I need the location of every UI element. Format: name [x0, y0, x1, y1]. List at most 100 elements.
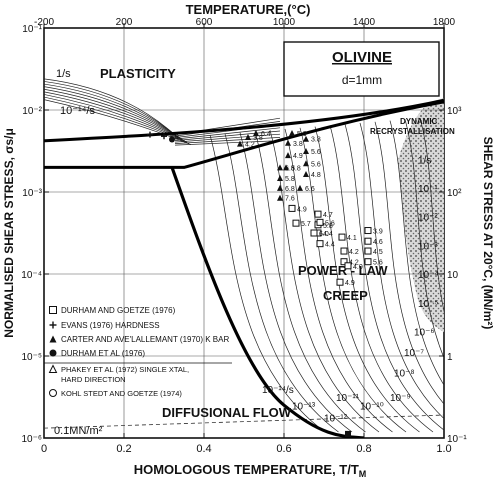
contour-label: 10⁻¹ — [418, 184, 438, 195]
open-square-marker — [364, 247, 372, 255]
plasticity-contour — [44, 86, 182, 139]
plasticity-contour — [174, 133, 281, 143]
point-label: 3.8 — [253, 135, 263, 142]
filled-triangle-marker — [49, 335, 57, 343]
power-law-contour — [389, 120, 444, 386]
bottom-axis-ticks: 0 0.2 0.4 0.6 0.8 1.0 — [41, 433, 452, 455]
contour-label: 1/s — [56, 68, 71, 80]
creep-diffusion-boundary — [170, 166, 365, 438]
contour-label: 10⁻¹⁴/s — [60, 105, 95, 117]
right-tick-label: 1 — [447, 352, 453, 363]
title-box-title: OLIVINE — [332, 49, 392, 66]
power-law-contour — [329, 125, 434, 433]
contour-label: 10⁻¹⁰ — [360, 401, 384, 412]
contour-label: 10⁻⁹ — [390, 393, 411, 404]
power-law-contour — [374, 121, 444, 405]
power-law-contour — [404, 119, 444, 359]
bottom-tick-label: 0.2 — [116, 443, 131, 455]
filled-triangle-marker — [303, 148, 309, 154]
left-tick-label: 10⁻⁵ — [21, 352, 42, 363]
contour-label: 10⁻⁴ — [418, 270, 439, 281]
legend-entry: PHAKEY ET AL (1972) SINGLE XTAL, — [61, 365, 189, 374]
grid-lines — [44, 28, 444, 438]
point-label: 3.8 — [311, 137, 321, 144]
point-label: 5.7 — [301, 221, 311, 228]
top-tick-label: -200 — [34, 17, 54, 28]
point-label: 7.6 — [285, 196, 295, 203]
bottom-axis-title-sub: M — [359, 469, 367, 479]
contour-label: 10⁻³ — [418, 241, 438, 252]
point-label: 5.6 — [311, 149, 321, 156]
stress-line-label: 0.1MN/m² — [54, 425, 103, 437]
diffusional-flow-label: DIFFUSIONAL FLOW — [162, 405, 292, 420]
power-law-label: POWER - LAW — [298, 263, 388, 278]
legend-entry: CARTER AND AVE'LALLEMANT (1970) K BAR — [61, 335, 229, 344]
power-law-contour — [284, 128, 393, 433]
open-square-marker — [364, 227, 372, 235]
point-label: 4.4 — [325, 242, 335, 249]
filled-triangle-marker — [277, 175, 283, 182]
filled-triangle-marker — [303, 170, 309, 177]
creep-label: CREEP — [323, 288, 368, 303]
point-label: 3.9 — [373, 229, 383, 236]
point-label: 4.6 — [373, 239, 383, 246]
legend-entry: DURHAM AND GOETZE (1976) — [61, 306, 176, 315]
strain-rate-contours — [44, 78, 444, 433]
filled-triangle-marker — [277, 184, 283, 191]
top-tick-label: 600 — [196, 17, 213, 28]
contour-label: 10⁻⁵ — [418, 299, 439, 310]
legend-entry: DURHAM ET AL (1976) — [61, 349, 145, 358]
power-law-contour — [359, 122, 444, 419]
point-label: 4.2 — [349, 260, 359, 267]
filled-circle-marker — [169, 136, 175, 143]
power-law-contour — [269, 130, 380, 433]
contour-label: 10⁻⁷ — [404, 348, 424, 359]
point-label: 5.6 — [311, 161, 321, 168]
power-law-contour — [419, 118, 444, 313]
power-law-contour — [224, 133, 339, 433]
bottom-tick-label: 0.8 — [356, 443, 371, 455]
recrystallisation-label: RECRYSTALLISATION — [370, 127, 455, 136]
ideal-strength-boundary — [44, 98, 444, 143]
point-label: 6.0 — [319, 231, 329, 238]
point-label: 4.2 — [349, 249, 359, 256]
open-square-marker — [340, 258, 348, 266]
point-label: 5.6 — [325, 220, 335, 227]
bottom-tick-label: 0.6 — [276, 443, 291, 455]
legend-entry: HARD DIRECTION — [61, 375, 126, 384]
point-label: 3.9 — [169, 134, 179, 141]
filled-square-marker — [345, 430, 351, 437]
contour-label: 10⁻¹² — [324, 414, 348, 425]
right-tick-label: 10² — [447, 188, 462, 199]
filled-triangle-marker — [285, 152, 291, 159]
filled-triangle-marker — [297, 184, 303, 191]
filled-triangle-marker — [303, 135, 309, 142]
bottom-tick-label: 1.0 — [436, 443, 451, 455]
right-axis-title: SHEAR STRESS AT 20°C, (MN/m²) — [481, 137, 495, 330]
left-tick-label: 10⁻² — [22, 106, 42, 117]
right-tick-label: 10³ — [447, 106, 462, 117]
legend-entry: EVANS (1976) HARDNESS — [61, 321, 160, 330]
top-axis-ticks: -200 200 600 1000 1400 1800 — [34, 17, 456, 28]
filled-circle-marker — [49, 349, 57, 357]
open-square-marker — [316, 218, 324, 226]
point-label: 4.0 — [353, 264, 363, 271]
title-box — [283, 41, 440, 97]
point-label: 4.8 — [311, 172, 321, 179]
open-square-marker — [288, 204, 296, 212]
plasticity-creep-boundary — [44, 100, 444, 169]
dynamic-label: DYNAMIC — [400, 117, 438, 126]
filled-triangle-marker — [277, 194, 283, 201]
contour-label: 10⁻¹⁴/s — [262, 385, 294, 396]
right-axis-ticks: 10³ 10² 10 1 10⁻¹ — [439, 106, 467, 445]
data-points: 3.85.65.64.83.84.95.86.85.86.87.66.64.95… — [147, 129, 383, 437]
point-label: 4.2 — [245, 142, 255, 149]
open-square-marker — [344, 262, 352, 270]
top-axis-title: TEMPERATURE,(°C) — [186, 2, 311, 17]
plasticity-contour — [44, 94, 188, 143]
plasticity-contour — [174, 127, 281, 140]
point-label: 6.8 — [285, 165, 295, 172]
open-square-marker — [338, 233, 346, 241]
top-tick-label: 1000 — [273, 17, 296, 28]
